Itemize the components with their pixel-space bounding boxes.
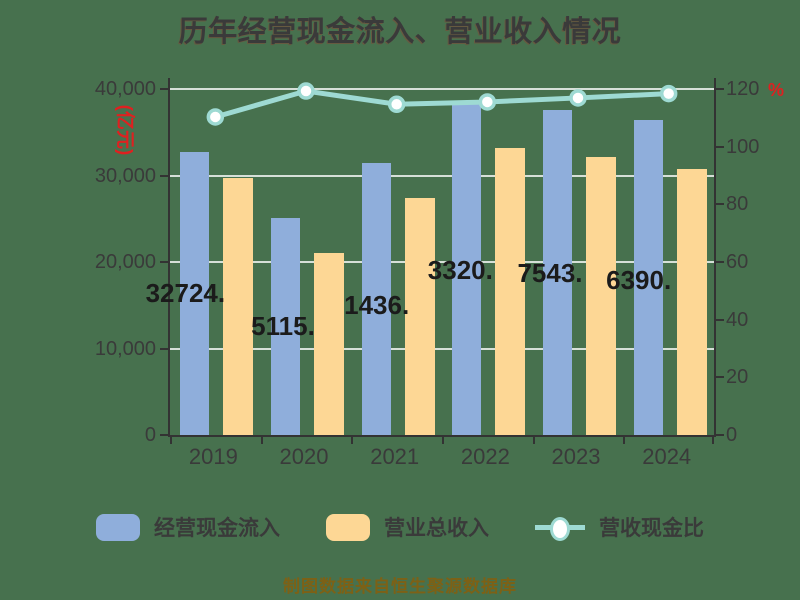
left-axis-unit-label: (亿元) — [114, 104, 135, 156]
right-axis-tick-label: 80 — [726, 193, 749, 216]
right-axis-tick-label: 20 — [726, 366, 749, 389]
bar-value-label: 1436. — [344, 290, 410, 320]
right-axis-tick-label: 100 — [726, 135, 760, 158]
ratio-line — [214, 88, 669, 120]
x-axis-tick — [623, 435, 626, 444]
right-axis-tick — [716, 376, 724, 379]
right-axis-tick-label: 40 — [726, 308, 749, 331]
gridline — [170, 88, 714, 90]
legend-swatch — [96, 513, 140, 541]
ratio-line-marker — [659, 84, 678, 103]
x-axis-labels: 2019 2020 2021 2022 2023 2024 — [168, 444, 712, 470]
bar-revenue — [404, 197, 435, 435]
plot-area: 0 10,000 20,000 30,000 40,000 0 20 40 60 80 100 120… — [95, 78, 759, 445]
right-axis-tick — [716, 203, 724, 206]
gridline — [170, 347, 714, 350]
chart-title: 历年经营现金流入、营业收入情况 — [178, 16, 622, 48]
right-axis-tick-label: 0 — [726, 424, 738, 446]
left-axis-tick-label: 0 — [144, 424, 156, 446]
legend-line-dot-icon — [535, 514, 585, 541]
ratio-line-chart — [206, 82, 678, 126]
right-axis-unit-label: % — [768, 80, 785, 100]
bar-value-label: 32724. — [145, 278, 226, 308]
legend-swatch — [326, 513, 370, 541]
bar-revenue — [495, 147, 526, 435]
bar-revenue — [223, 178, 254, 435]
left-axis-tick-label: 30,000 — [94, 164, 156, 187]
legend: 经营现金流入 营业总收入 营收现金比 — [0, 512, 800, 542]
gridline — [170, 174, 714, 177]
legend-item: 营业总收入 — [326, 512, 489, 542]
bar-cash-inflow — [633, 120, 663, 435]
x-axis-year-label: 2022 — [460, 444, 510, 469]
left-axis-tick-label: 40,000 — [94, 78, 156, 100]
x-axis-tick — [170, 435, 172, 444]
right-axis-tick — [716, 434, 724, 436]
legend-item: 经营现金流入 — [96, 512, 280, 542]
ratio-line-marker — [569, 89, 587, 107]
left-axis-tick-label: 20,000 — [94, 251, 156, 273]
ratio-line-marker — [387, 95, 406, 114]
left-axis-tick — [160, 347, 168, 350]
right-axis-tick — [716, 88, 724, 90]
x-axis-tick — [260, 435, 263, 444]
x-axis-tick — [712, 435, 714, 444]
bar-value-label: 3320. — [427, 255, 493, 285]
bar-value-label: 6390. — [606, 265, 672, 295]
bar-cash-inflow — [361, 163, 391, 435]
x-axis-tick — [442, 435, 444, 444]
x-axis-tick — [351, 435, 354, 444]
ratio-line-marker — [478, 93, 497, 111]
gridline — [170, 261, 714, 263]
source-caption: 制图数据来自恒生聚源数据库 — [283, 577, 517, 596]
left-axis-tick — [160, 88, 168, 90]
right-axis-tick-label: 120 — [726, 78, 760, 100]
ratio-line-marker — [206, 108, 225, 126]
left-axis-tick — [160, 261, 168, 263]
right-axis-tick — [716, 261, 724, 263]
ratio-line-marker — [297, 82, 315, 100]
bar-cash-inflow — [452, 103, 482, 435]
right-axis-tick-label: 60 — [726, 251, 749, 273]
bar-revenue — [586, 157, 616, 435]
legend-label: 营收现金比 — [599, 517, 704, 540]
x-axis-year-label: 2024 — [642, 444, 692, 469]
bar-revenue — [676, 169, 707, 435]
legend-item: 营收现金比 — [535, 512, 704, 542]
bar-cash-inflow — [180, 151, 210, 435]
bar-cash-inflow — [543, 110, 572, 435]
bar-value-label: 7543. — [517, 258, 583, 288]
left-axis-tick-label: 10,000 — [94, 337, 156, 360]
x-axis-year-label: 2021 — [370, 444, 420, 469]
legend-line-marker — [550, 516, 570, 541]
x-axis-year-label: 2023 — [551, 444, 601, 469]
right-axis-tick — [716, 145, 724, 148]
x-axis-year-label: 2019 — [188, 444, 238, 469]
left-axis-tick — [160, 434, 168, 436]
bar-cash-inflow — [271, 217, 300, 435]
bar-value-label: 5115. — [251, 311, 315, 341]
x-axis-year-label: 2020 — [279, 444, 329, 469]
bar-revenue — [314, 252, 344, 435]
x-axis-tick — [532, 435, 535, 444]
right-axis-tick — [716, 318, 724, 321]
left-axis-tick — [160, 174, 168, 177]
legend-label: 经营现金流入 — [154, 517, 280, 540]
legend-label: 营业总收入 — [384, 517, 489, 540]
